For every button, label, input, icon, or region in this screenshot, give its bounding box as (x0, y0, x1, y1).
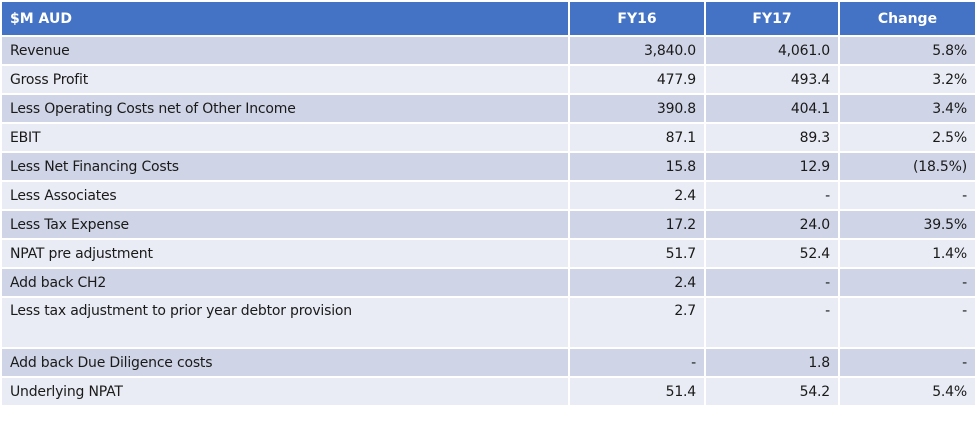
fy16-value: 2.4 (568, 180, 706, 211)
change-value: 5.4% (838, 376, 975, 407)
fy17-value: 404.1 (704, 93, 840, 124)
row-label: Add back Due Diligence costs (0, 347, 570, 378)
change-value: - (838, 296, 975, 349)
fy16-value: 2.7 (568, 296, 706, 349)
fy17-value: 1.8 (704, 347, 840, 378)
fy17-value: - (704, 267, 840, 298)
fy17-value: 4,061.0 (704, 35, 840, 66)
fy16-value: 51.4 (568, 376, 706, 407)
table-row: Add back Due Diligence costs - 1.8 - (0, 347, 975, 378)
change-value: 3.2% (838, 64, 975, 95)
fy17-value: - (704, 180, 840, 211)
row-label: NPAT pre adjustment (0, 238, 570, 269)
fy17-value: 89.3 (704, 122, 840, 153)
change-value: (18.5%) (838, 151, 975, 182)
row-label: Gross Profit (0, 64, 570, 95)
row-label: EBIT (0, 122, 570, 153)
change-value: 39.5% (838, 209, 975, 240)
table-row: NPAT pre adjustment 51.7 52.4 1.4% (0, 238, 975, 269)
change-value: - (838, 267, 975, 298)
fy17-value: 24.0 (704, 209, 840, 240)
fy16-value: 87.1 (568, 122, 706, 153)
row-label: Add back CH2 (0, 267, 570, 298)
fy17-value: 12.9 (704, 151, 840, 182)
table-row: Less Tax Expense 17.2 24.0 39.5% (0, 209, 975, 240)
fy17-value: 493.4 (704, 64, 840, 95)
column-header-fy16: FY16 (568, 0, 706, 37)
fy17-value: - (704, 296, 840, 349)
row-label: Revenue (0, 35, 570, 66)
fy16-value: 17.2 (568, 209, 706, 240)
row-label: Less Tax Expense (0, 209, 570, 240)
table-row: EBIT 87.1 89.3 2.5% (0, 122, 975, 153)
financial-summary-table: $M AUD FY16 FY17 Change Revenue 3,840.0 … (0, 0, 975, 407)
fy16-value: 3,840.0 (568, 35, 706, 66)
row-label: Less Operating Costs net of Other Income (0, 93, 570, 124)
table-row: Underlying NPAT 51.4 54.2 5.4% (0, 376, 975, 407)
column-header-fy17: FY17 (704, 0, 840, 37)
fy16-value: 2.4 (568, 267, 706, 298)
row-label: Less Associates (0, 180, 570, 211)
change-value: 2.5% (838, 122, 975, 153)
fy17-value: 54.2 (704, 376, 840, 407)
fy16-value: 51.7 (568, 238, 706, 269)
fy17-value: 52.4 (704, 238, 840, 269)
row-label: Less tax adjustment to prior year debtor… (0, 296, 570, 349)
table-row: Less tax adjustment to prior year debtor… (0, 296, 975, 349)
row-label: Underlying NPAT (0, 376, 570, 407)
fy16-value: 477.9 (568, 64, 706, 95)
table-row: Less Operating Costs net of Other Income… (0, 93, 975, 124)
fy16-value: 15.8 (568, 151, 706, 182)
column-header-currency: $M AUD (0, 0, 570, 37)
column-header-change: Change (838, 0, 975, 37)
table-row: Less Net Financing Costs 15.8 12.9 (18.5… (0, 151, 975, 182)
table-row: Add back CH2 2.4 - - (0, 267, 975, 298)
change-value: 3.4% (838, 93, 975, 124)
table-row: Gross Profit 477.9 493.4 3.2% (0, 64, 975, 95)
fy16-value: - (568, 347, 706, 378)
header-row: $M AUD FY16 FY17 Change (0, 0, 975, 37)
table-row: Revenue 3,840.0 4,061.0 5.8% (0, 35, 975, 66)
change-value: 5.8% (838, 35, 975, 66)
fy16-value: 390.8 (568, 93, 706, 124)
row-label: Less Net Financing Costs (0, 151, 570, 182)
change-value: 1.4% (838, 238, 975, 269)
table-row: Less Associates 2.4 - - (0, 180, 975, 211)
change-value: - (838, 180, 975, 211)
change-value: - (838, 347, 975, 378)
